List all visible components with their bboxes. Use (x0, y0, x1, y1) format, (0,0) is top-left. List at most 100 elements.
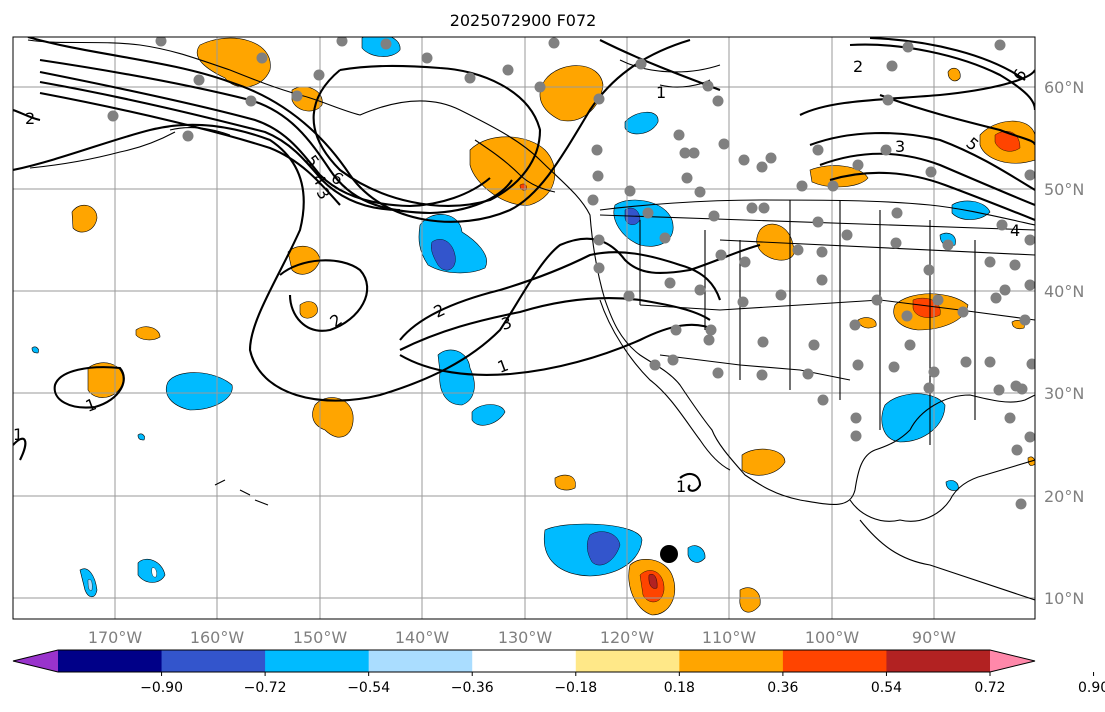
station-dot (336, 37, 348, 47)
station-dot (681, 172, 693, 184)
station-dot (757, 336, 769, 348)
station-dot (313, 69, 325, 81)
station-dot (380, 38, 392, 50)
station-dot (850, 412, 862, 424)
colorbar-tick-label: 0.72 (974, 680, 1005, 696)
station-dot (593, 93, 605, 105)
colorbar-tick-label: 0.36 (767, 680, 798, 696)
station-dot (1004, 412, 1016, 424)
colorbar-tick-label: 0.54 (871, 680, 902, 696)
contour-label: 3 (499, 313, 514, 334)
contour-label: 1 (13, 425, 23, 444)
lat-label: 30°N (1044, 384, 1084, 403)
colorbar-tick-label: −0.36 (451, 680, 494, 696)
colorbar-tick-label: −0.18 (554, 680, 597, 696)
station-dot (852, 359, 864, 371)
colorbar-segment (368, 650, 473, 672)
station-dot (421, 52, 433, 64)
station-dot (957, 306, 969, 318)
station-dot (715, 249, 727, 261)
colorbar: −0.90 −0.72 −0.54 −0.36 −0.18 0.18 0.36 0.54 0.7… (12, 649, 1105, 696)
station-dot (587, 194, 599, 206)
colorbar-extend-low (13, 650, 58, 672)
station-dot (891, 207, 903, 219)
station-dot (765, 152, 777, 164)
graticule (13, 37, 1035, 619)
lon-label: 130°W (498, 628, 553, 647)
station-dot (904, 339, 916, 351)
station-dot (812, 144, 824, 156)
lon-label: 140°W (395, 628, 450, 647)
station-dot (688, 147, 700, 159)
lat-label: 20°N (1044, 487, 1084, 506)
colorbar-segment (265, 650, 370, 672)
station-dot (871, 294, 883, 306)
station-dot (593, 262, 605, 274)
lat-label: 40°N (1044, 282, 1084, 301)
colorbar-segment (575, 650, 680, 672)
station-dot (1024, 169, 1035, 181)
station-dot (928, 366, 940, 378)
lon-label: 120°W (600, 628, 655, 647)
colorbar-extend-high (990, 650, 1035, 672)
map-panel: 2 6 5 4 3 2 2 3 1 1 1 1 1 2 3 5 4 6 (12, 36, 1036, 620)
station-dot (694, 284, 706, 296)
contour-label: 2 (853, 57, 863, 76)
station-dot (712, 95, 724, 107)
station-dot (593, 234, 605, 246)
colorbar-segment (886, 650, 991, 672)
station-dot (708, 210, 720, 222)
lon-label: 90°W (912, 628, 956, 647)
station-dot (534, 81, 546, 93)
station-dot (256, 52, 268, 64)
station-dot (816, 246, 828, 258)
station-dot (808, 339, 820, 351)
station-dot (464, 72, 476, 84)
station-dot (925, 166, 937, 178)
strong-negative-anomaly-shading (87, 207, 641, 591)
station-dot (694, 186, 706, 198)
station-dot (996, 219, 1008, 231)
station-dot (984, 356, 996, 368)
station-dot (817, 394, 829, 406)
station-dot (739, 256, 751, 268)
contour-label: 4 (1010, 221, 1020, 240)
station-dot (679, 147, 691, 159)
station-dot (792, 244, 804, 256)
contour-lines (13, 37, 1035, 492)
station-dot (670, 324, 682, 336)
station-dot (107, 110, 119, 122)
station-dot (705, 324, 717, 336)
colorbar-segment (782, 650, 887, 672)
lat-label: 60°N (1044, 78, 1084, 97)
station-dot (802, 368, 814, 380)
station-dot (923, 382, 935, 394)
station-dot (932, 294, 944, 306)
station-markers (107, 37, 1035, 510)
station-dot (990, 292, 1002, 304)
station-dot (796, 180, 808, 192)
station-dot (850, 430, 862, 442)
station-dot (291, 90, 303, 102)
station-dot (1024, 234, 1035, 246)
station-dot (1024, 431, 1035, 443)
station-dot (664, 277, 676, 289)
latitude-labels: 60°N 50°N 40°N 30°N 20°N 10°N (1044, 78, 1084, 608)
colorbar-tick-label: 0.90 (1078, 680, 1105, 696)
colorbar-tick-label: −0.72 (244, 680, 287, 696)
station-dot (816, 274, 828, 286)
colorbar-segment (472, 650, 577, 672)
station-dot (923, 264, 935, 276)
lon-label: 150°W (293, 628, 348, 647)
station-dot (901, 310, 913, 322)
colorbar-tick-label: 0.18 (664, 680, 695, 696)
station-dot (984, 256, 996, 268)
station-dot (960, 356, 972, 368)
contour-label: 1 (676, 477, 686, 496)
station-dot (999, 284, 1011, 296)
station-dot (659, 232, 671, 244)
station-dot (649, 359, 661, 371)
colorbar-segment (58, 650, 163, 672)
colorbar-tick-label: −0.54 (347, 680, 390, 696)
lat-label: 50°N (1044, 180, 1084, 199)
